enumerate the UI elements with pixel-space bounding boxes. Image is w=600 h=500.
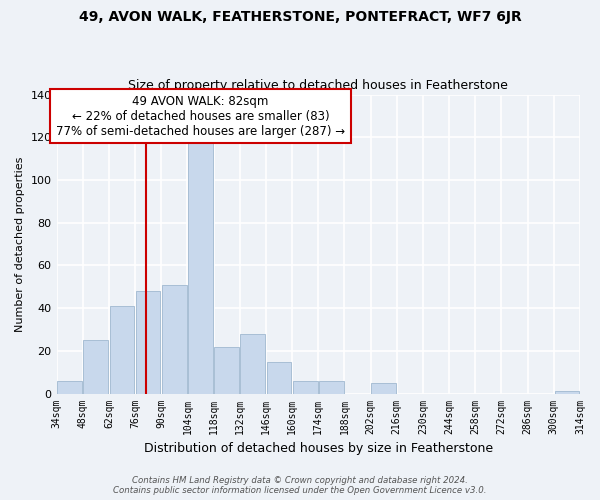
Bar bbox=[241, 334, 265, 394]
X-axis label: Distribution of detached houses by size in Featherstone: Distribution of detached houses by size … bbox=[144, 442, 493, 455]
Bar bbox=[136, 291, 160, 394]
Bar bbox=[57, 380, 82, 394]
Title: Size of property relative to detached houses in Featherstone: Size of property relative to detached ho… bbox=[128, 79, 508, 92]
Text: Contains HM Land Registry data © Crown copyright and database right 2024.
Contai: Contains HM Land Registry data © Crown c… bbox=[113, 476, 487, 495]
Bar bbox=[110, 306, 134, 394]
Y-axis label: Number of detached properties: Number of detached properties bbox=[15, 156, 25, 332]
Bar bbox=[371, 383, 396, 394]
Bar bbox=[83, 340, 108, 394]
Bar bbox=[293, 380, 317, 394]
Text: 49, AVON WALK, FEATHERSTONE, PONTEFRACT, WF7 6JR: 49, AVON WALK, FEATHERSTONE, PONTEFRACT,… bbox=[79, 10, 521, 24]
Bar bbox=[214, 346, 239, 394]
Bar bbox=[266, 362, 292, 394]
Bar bbox=[188, 142, 213, 394]
Bar bbox=[162, 284, 187, 394]
Bar bbox=[554, 392, 579, 394]
Bar bbox=[319, 380, 344, 394]
Text: 49 AVON WALK: 82sqm
← 22% of detached houses are smaller (83)
77% of semi-detach: 49 AVON WALK: 82sqm ← 22% of detached ho… bbox=[56, 94, 345, 138]
